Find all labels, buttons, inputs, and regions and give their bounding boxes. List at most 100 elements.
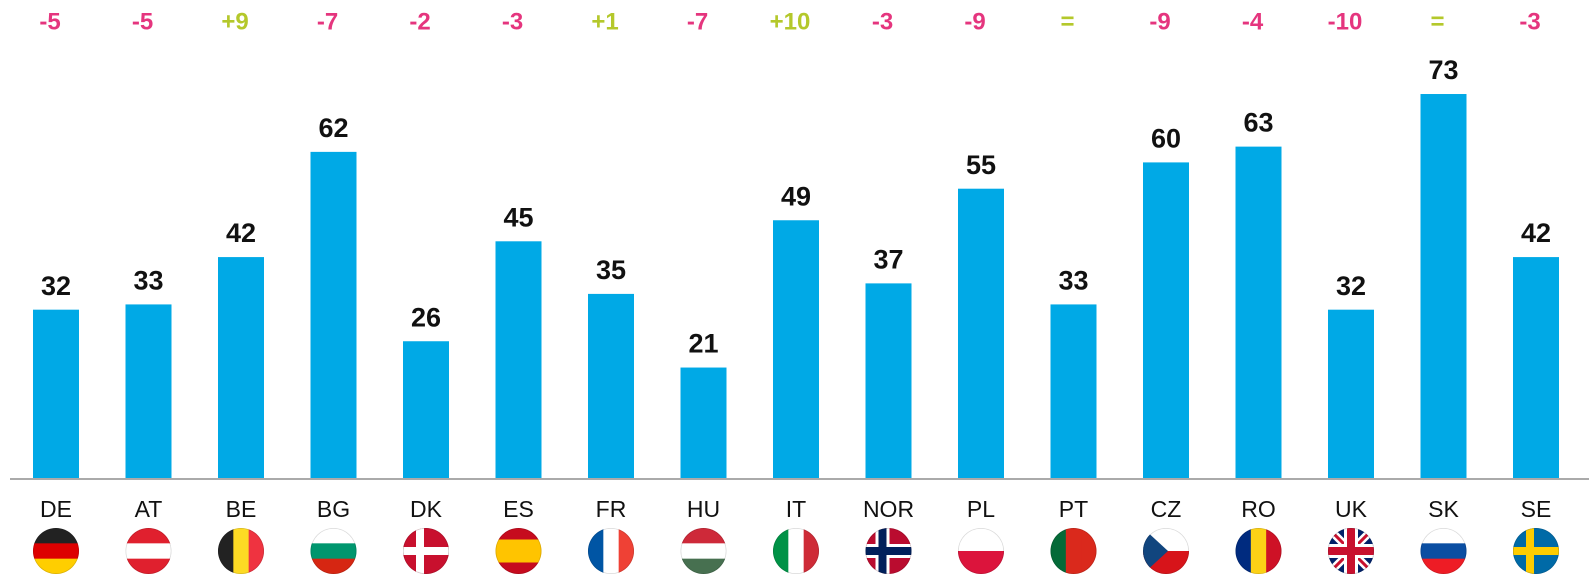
value-label: 63	[1243, 108, 1273, 138]
bar	[218, 257, 264, 478]
flag	[1235, 528, 1282, 574]
x-tick-label: DE	[40, 496, 72, 522]
flag-stripe	[618, 528, 634, 574]
change-label: -7	[687, 8, 708, 35]
flag-cross	[403, 547, 449, 555]
flag-triangle	[1143, 528, 1168, 574]
x-tick-label: PL	[967, 496, 995, 522]
flag	[1143, 528, 1189, 574]
change-label: =	[1430, 8, 1444, 35]
x-tick-label: NOR	[863, 496, 914, 522]
value-label: 26	[411, 302, 441, 332]
bar	[495, 241, 542, 478]
flag-stripe	[33, 558, 79, 574]
flag-stripe	[310, 558, 357, 574]
flag	[495, 528, 542, 574]
flag-stripe	[125, 543, 172, 560]
flag-stripe	[958, 528, 1004, 552]
x-tick-label: CZ	[1151, 496, 1182, 522]
flag-stripe	[803, 528, 819, 574]
flag	[1328, 528, 1374, 574]
flag-stripe	[310, 528, 357, 544]
flag-stripe	[680, 528, 727, 544]
bar	[403, 341, 449, 478]
bar	[1143, 162, 1189, 478]
flag-cross	[1526, 528, 1534, 574]
value-label: 42	[226, 218, 256, 248]
flag-cross	[1347, 528, 1355, 574]
bar	[310, 151, 357, 478]
flag	[125, 528, 172, 574]
bar	[1050, 304, 1097, 478]
flag-cross	[416, 528, 424, 574]
flag-stripe	[1420, 528, 1467, 544]
x-tick-label: FR	[596, 496, 627, 522]
flag-stripe	[958, 551, 1004, 574]
flag-stripe	[233, 528, 250, 574]
bar	[1235, 146, 1282, 478]
value-label: 33	[1058, 266, 1088, 296]
change-label: -5	[39, 8, 60, 35]
flag	[403, 528, 449, 574]
change-label: -7	[317, 8, 338, 35]
flag-stripe	[33, 528, 79, 544]
change-label: +9	[221, 8, 248, 35]
flag-stripe	[125, 558, 172, 574]
x-tick-label: BE	[226, 496, 257, 522]
flag	[865, 528, 912, 574]
value-label: 21	[688, 329, 718, 359]
flag-stripe	[248, 528, 264, 574]
flag-cross	[865, 547, 912, 555]
value-label: 35	[596, 255, 626, 285]
bar	[1513, 257, 1559, 478]
value-label: 60	[1151, 124, 1181, 154]
flag	[773, 528, 819, 574]
value-label: 62	[318, 113, 348, 143]
flag-stripe	[125, 528, 172, 544]
change-label: -9	[964, 8, 985, 35]
flag-stripe	[1420, 543, 1467, 560]
flag-stripe	[218, 528, 234, 574]
x-tick-label: HU	[687, 496, 720, 522]
flag-stripe	[1420, 558, 1467, 574]
x-tick-label: AT	[135, 496, 163, 522]
value-label: 33	[133, 266, 163, 296]
flag	[33, 528, 79, 574]
change-label: -3	[1519, 8, 1540, 35]
bar	[958, 188, 1004, 478]
flag-stripe	[1081, 528, 1097, 574]
flag-stripe	[495, 551, 542, 563]
value-label: 55	[966, 150, 996, 180]
flag	[1513, 528, 1559, 574]
flag-stripe	[588, 528, 604, 574]
x-tick-label: RO	[1241, 496, 1276, 522]
x-tick-label: DK	[410, 496, 443, 522]
change-label: -9	[1149, 8, 1170, 35]
change-label: -5	[132, 8, 153, 35]
value-label: 49	[781, 181, 811, 211]
change-label: =	[1060, 8, 1074, 35]
flag-stripe	[603, 528, 620, 574]
flag	[680, 528, 727, 574]
x-tick-label: BG	[317, 496, 350, 522]
flag-cross	[1513, 547, 1559, 555]
bar	[588, 293, 634, 478]
flag-stripe	[1250, 528, 1267, 574]
change-label: +10	[770, 8, 811, 35]
bar	[773, 220, 819, 478]
bar	[1420, 94, 1467, 479]
flag-stripe	[680, 543, 727, 560]
value-label: 42	[1521, 218, 1551, 248]
flag-stripe	[1050, 528, 1067, 574]
value-label: 73	[1428, 55, 1458, 85]
bar	[1328, 309, 1374, 478]
flag	[1050, 528, 1097, 574]
flag-stripe	[310, 543, 357, 560]
flag-stripe	[788, 528, 805, 574]
x-tick-label: IT	[786, 496, 806, 522]
value-label: 45	[503, 202, 533, 232]
flag	[310, 528, 357, 574]
change-label: -4	[1242, 8, 1264, 35]
flag-stripe	[33, 543, 79, 560]
flag-stripe	[1235, 528, 1252, 574]
